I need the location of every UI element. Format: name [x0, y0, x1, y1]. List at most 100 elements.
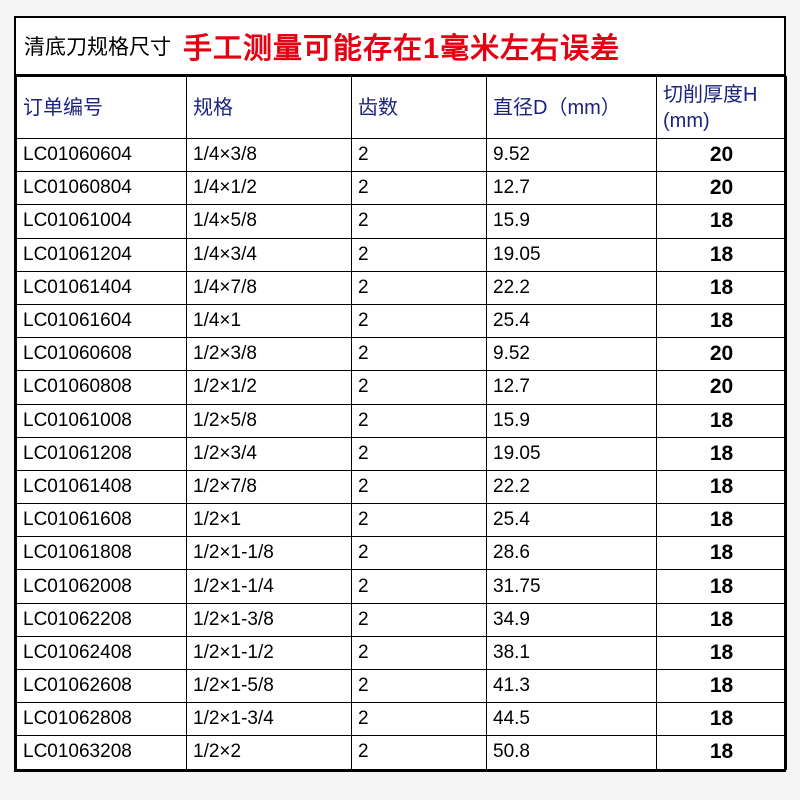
cell-thickness: 18 — [657, 437, 787, 470]
spec-sheet: 清底刀规格尺寸 手工测量可能存在1毫米左右误差 订单编号 规格 齿数 直径D（m… — [14, 16, 786, 772]
table-row: LC010618081/2×1-1/8228.618 — [17, 537, 787, 570]
cell-teeth: 2 — [352, 703, 487, 736]
cell-spec: 1/4×5/8 — [187, 205, 352, 238]
cell-order-no: LC01061008 — [17, 404, 187, 437]
table-row: LC010632081/2×2250.818 — [17, 736, 787, 769]
cell-diameter: 19.05 — [487, 437, 657, 470]
table-row: LC010620081/2×1-1/4231.7518 — [17, 570, 787, 603]
cell-teeth: 2 — [352, 437, 487, 470]
cell-diameter: 12.7 — [487, 371, 657, 404]
cell-diameter: 41.3 — [487, 670, 657, 703]
table-row: LC010606041/4×3/829.5220 — [17, 139, 787, 172]
cell-teeth: 2 — [352, 570, 487, 603]
cell-spec: 1/2×1-5/8 — [187, 670, 352, 703]
table-row: LC010622081/2×1-3/8234.918 — [17, 603, 787, 636]
table-row: LC010608041/4×1/2212.720 — [17, 172, 787, 205]
cell-teeth: 2 — [352, 736, 487, 769]
cell-diameter: 25.4 — [487, 504, 657, 537]
cell-order-no: LC01062608 — [17, 670, 187, 703]
cell-thickness: 18 — [657, 736, 787, 769]
cell-thickness: 20 — [657, 338, 787, 371]
cell-teeth: 2 — [352, 139, 487, 172]
cell-thickness: 18 — [657, 670, 787, 703]
cell-order-no: LC01060804 — [17, 172, 187, 205]
cell-order-no: LC01061208 — [17, 437, 187, 470]
cell-thickness: 18 — [657, 537, 787, 570]
cell-order-no: LC01062808 — [17, 703, 187, 736]
cell-order-no: LC01062208 — [17, 603, 187, 636]
cell-thickness: 18 — [657, 205, 787, 238]
cell-diameter: 38.1 — [487, 636, 657, 669]
cell-thickness: 20 — [657, 139, 787, 172]
cell-spec: 1/2×5/8 — [187, 404, 352, 437]
cell-order-no: LC01061204 — [17, 238, 187, 271]
cell-spec: 1/2×1-3/8 — [187, 603, 352, 636]
col-spec: 规格 — [187, 77, 352, 139]
table-row: LC010614041/4×7/8222.218 — [17, 271, 787, 304]
table-row: LC010610081/2×5/8215.918 — [17, 404, 787, 437]
cell-diameter: 22.2 — [487, 271, 657, 304]
cell-spec: 1/2×1-1/4 — [187, 570, 352, 603]
cell-thickness: 18 — [657, 271, 787, 304]
cell-thickness: 18 — [657, 603, 787, 636]
cell-teeth: 2 — [352, 172, 487, 205]
cell-teeth: 2 — [352, 338, 487, 371]
cell-thickness: 18 — [657, 636, 787, 669]
cell-diameter: 9.52 — [487, 139, 657, 172]
cell-teeth: 2 — [352, 537, 487, 570]
cell-order-no: LC01061408 — [17, 470, 187, 503]
cell-diameter: 31.75 — [487, 570, 657, 603]
cell-teeth: 2 — [352, 404, 487, 437]
table-row: LC010612041/4×3/4219.0518 — [17, 238, 787, 271]
cell-thickness: 20 — [657, 172, 787, 205]
cell-diameter: 34.9 — [487, 603, 657, 636]
cell-spec: 1/4×3/8 — [187, 139, 352, 172]
table-row: LC010626081/2×1-5/8241.318 — [17, 670, 787, 703]
cell-teeth: 2 — [352, 304, 487, 337]
cell-diameter: 44.5 — [487, 703, 657, 736]
cell-diameter: 15.9 — [487, 205, 657, 238]
cell-order-no: LC01063208 — [17, 736, 187, 769]
cell-thickness: 18 — [657, 504, 787, 537]
cell-order-no: LC01061604 — [17, 304, 187, 337]
cell-spec: 1/4×1 — [187, 304, 352, 337]
cell-teeth: 2 — [352, 271, 487, 304]
cell-order-no: LC01062008 — [17, 570, 187, 603]
table-header-row: 订单编号 规格 齿数 直径D（mm） 切削厚度H (mm) — [17, 77, 787, 139]
table-row: LC010616041/4×1225.418 — [17, 304, 787, 337]
cell-order-no: LC01060604 — [17, 139, 187, 172]
cell-spec: 1/2×3/4 — [187, 437, 352, 470]
table-row: LC010628081/2×1-3/4244.518 — [17, 703, 787, 736]
cell-diameter: 28.6 — [487, 537, 657, 570]
cell-teeth: 2 — [352, 470, 487, 503]
measurement-warning: 手工测量可能存在1毫米左右误差 — [179, 25, 620, 67]
table-row: LC010606081/2×3/829.5220 — [17, 338, 787, 371]
table-row: LC010624081/2×1-1/2238.118 — [17, 636, 787, 669]
cell-order-no: LC01061404 — [17, 271, 187, 304]
cell-spec: 1/2×7/8 — [187, 470, 352, 503]
cell-thickness: 18 — [657, 570, 787, 603]
title-row: 清底刀规格尺寸 手工测量可能存在1毫米左右误差 — [16, 18, 784, 76]
table-row: LC010608081/2×1/2212.720 — [17, 371, 787, 404]
cell-spec: 1/4×1/2 — [187, 172, 352, 205]
cell-thickness: 18 — [657, 703, 787, 736]
cell-order-no: LC01060608 — [17, 338, 187, 371]
cell-spec: 1/2×3/8 — [187, 338, 352, 371]
cell-spec: 1/2×1 — [187, 504, 352, 537]
cell-diameter: 15.9 — [487, 404, 657, 437]
table-body: LC010606041/4×3/829.5220LC010608041/4×1/… — [17, 139, 787, 770]
cell-spec: 1/2×1-1/2 — [187, 636, 352, 669]
cell-order-no: LC01060808 — [17, 371, 187, 404]
cell-thickness: 18 — [657, 404, 787, 437]
cell-teeth: 2 — [352, 603, 487, 636]
cell-diameter: 50.8 — [487, 736, 657, 769]
table-row: LC010610041/4×5/8215.918 — [17, 205, 787, 238]
cell-order-no: LC01061004 — [17, 205, 187, 238]
cell-spec: 1/2×1-1/8 — [187, 537, 352, 570]
cell-spec: 1/2×2 — [187, 736, 352, 769]
cell-teeth: 2 — [352, 670, 487, 703]
table-row: LC010614081/2×7/8222.218 — [17, 470, 787, 503]
cell-thickness: 20 — [657, 371, 787, 404]
cell-spec: 1/2×1/2 — [187, 371, 352, 404]
cell-thickness: 18 — [657, 238, 787, 271]
